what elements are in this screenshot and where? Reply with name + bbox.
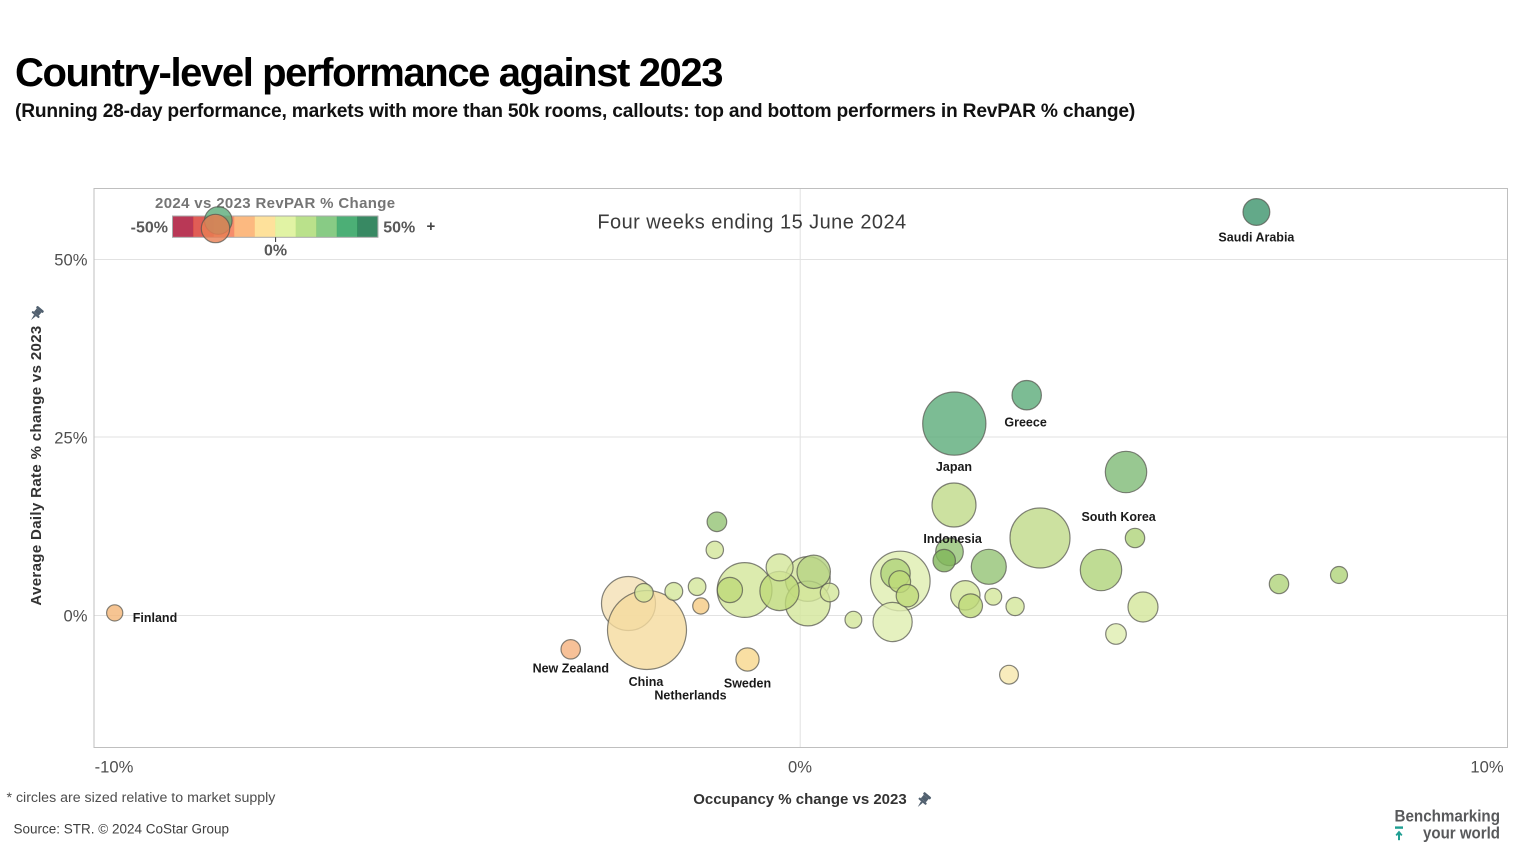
svg-text:New Zealand: New Zealand [533,662,609,676]
svg-text:-50%: -50% [131,220,168,237]
svg-text:Four weeks ending 15 June 2024: Four weeks ending 15 June 2024 [597,212,906,234]
svg-text:Finland: Finland [133,611,177,625]
svg-text:25%: 25% [54,428,87,447]
svg-text:50%: 50% [383,220,415,237]
svg-text:South Korea: South Korea [1081,510,1156,524]
svg-text:Japan: Japan [936,460,972,474]
svg-text:-10%: -10% [95,758,134,777]
svg-text:0%: 0% [264,243,287,260]
svg-text:* circles are sized relative t: * circles are sized relative to market s… [7,790,277,806]
svg-text:China: China [629,675,665,689]
svg-text:Indonesia: Indonesia [923,532,982,546]
svg-text:50%: 50% [54,251,87,270]
svg-text:Netherlands: Netherlands [654,689,726,703]
svg-text:Average Daily Rate % change vs: Average Daily Rate % change vs 2023 [28,325,45,605]
svg-text:10%: 10% [1470,758,1503,777]
svg-text:Saudi Arabia: Saudi Arabia [1218,231,1295,245]
svg-text:2024 vs 2023 RevPAR % Change: 2024 vs 2023 RevPAR % Change [155,195,395,212]
svg-text:Source: STR. © 2024 CoStar Gro: Source: STR. © 2024 CoStar Group [14,822,230,837]
svg-text:Occupancy % change vs 2023: Occupancy % change vs 2023 [693,791,906,808]
svg-text:Greece: Greece [1004,416,1046,430]
svg-text:0%: 0% [64,607,88,626]
svg-text:Benchmarking: Benchmarking [1395,808,1501,826]
svg-text:0%: 0% [788,758,812,777]
svg-text:your world: your world [1423,825,1500,843]
svg-text:Sweden: Sweden [724,677,771,691]
svg-text:+: + [427,218,436,235]
